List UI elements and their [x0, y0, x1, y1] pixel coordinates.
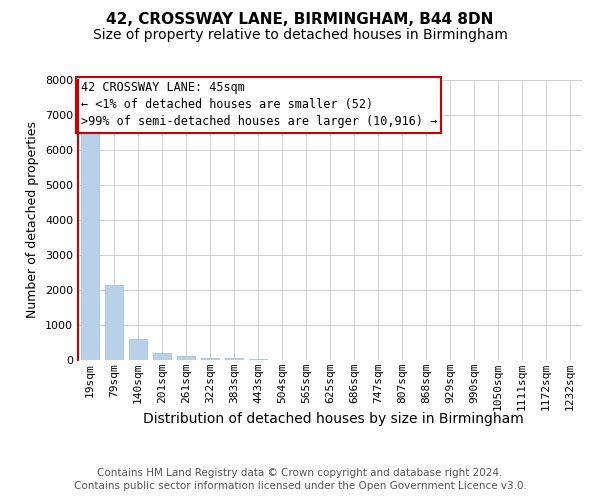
Bar	[225, 358, 243, 360]
Bar	[105, 284, 123, 360]
Bar	[249, 359, 267, 360]
Text: 42, CROSSWAY LANE, BIRMINGHAM, B44 8DN: 42, CROSSWAY LANE, BIRMINGHAM, B44 8DN	[106, 12, 494, 28]
Text: Contains public sector information licensed under the Open Government Licence v3: Contains public sector information licen…	[74, 481, 526, 491]
Text: Contains HM Land Registry data © Crown copyright and database right 2024.: Contains HM Land Registry data © Crown c…	[97, 468, 503, 477]
Bar	[201, 358, 219, 360]
Bar	[81, 132, 99, 360]
Y-axis label: Number of detached properties: Number of detached properties	[26, 122, 40, 318]
Bar	[177, 356, 195, 360]
Bar	[129, 339, 147, 360]
Text: Size of property relative to detached houses in Birmingham: Size of property relative to detached ho…	[92, 28, 508, 42]
Text: Distribution of detached houses by size in Birmingham: Distribution of detached houses by size …	[143, 412, 523, 426]
Bar	[153, 352, 171, 360]
Text: 42 CROSSWAY LANE: 45sqm
← <1% of detached houses are smaller (52)
>99% of semi-d: 42 CROSSWAY LANE: 45sqm ← <1% of detache…	[80, 82, 437, 128]
